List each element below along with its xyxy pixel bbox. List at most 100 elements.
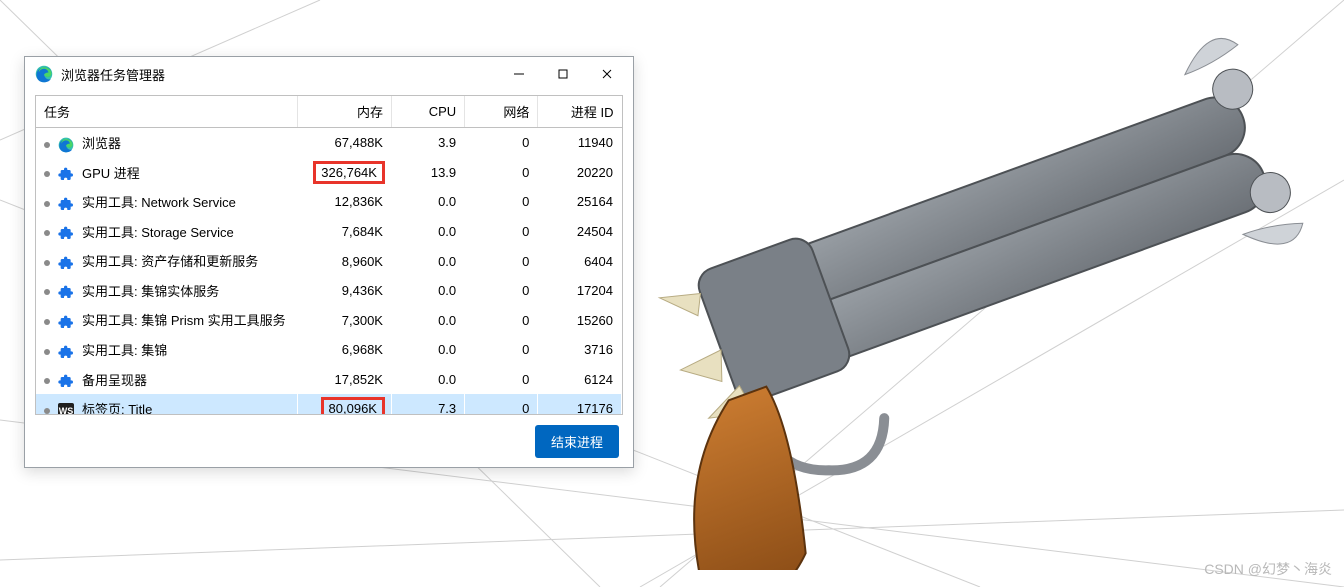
cell-network: 0 bbox=[465, 335, 538, 365]
col-network[interactable]: 网络 bbox=[465, 96, 538, 128]
bullet-icon bbox=[44, 319, 50, 325]
col-cpu[interactable]: CPU bbox=[391, 96, 464, 128]
process-name: 实用工具: 集锦实体服务 bbox=[82, 284, 219, 299]
table-row[interactable]: 实用工具: Network Service12,836K0.0025164 bbox=[36, 187, 622, 217]
cell-pid: 20220 bbox=[538, 158, 622, 188]
cell-network: 0 bbox=[465, 394, 538, 415]
memory-value: 6,968K bbox=[342, 342, 383, 357]
cell-memory: 7,684K bbox=[297, 217, 391, 247]
cell-cpu: 3.9 bbox=[391, 128, 464, 158]
cell-task: 实用工具: 资产存储和更新服务 bbox=[36, 246, 297, 276]
col-memory[interactable]: 内存 bbox=[297, 96, 391, 128]
cell-pid: 17204 bbox=[538, 276, 622, 306]
cell-memory: 12,836K bbox=[297, 187, 391, 217]
table-row[interactable]: 备用呈现器 17,852K0.006124 bbox=[36, 365, 622, 395]
memory-value: 9,436K bbox=[342, 283, 383, 298]
cell-memory: 326,764K bbox=[297, 158, 391, 188]
extension-icon bbox=[58, 344, 74, 360]
extension-icon bbox=[58, 196, 74, 212]
table-row[interactable]: 实用工具: Storage Service 7,684K 0.0024504 bbox=[36, 217, 622, 247]
extension-icon bbox=[58, 255, 74, 271]
window-title: 浏览器任务管理器 bbox=[61, 65, 497, 84]
webstorm-icon: WS bbox=[58, 403, 74, 415]
maximize-button[interactable] bbox=[541, 59, 585, 89]
cell-pid: 24504 bbox=[538, 217, 622, 247]
titlebar[interactable]: 浏览器任务管理器 bbox=[25, 57, 633, 91]
cell-task: WS标签页: Title bbox=[36, 394, 297, 415]
cell-memory: 6,968K bbox=[297, 335, 391, 365]
memory-value: 7,684K bbox=[342, 224, 383, 239]
cell-cpu: 0.0 bbox=[391, 335, 464, 365]
cell-network: 0 bbox=[465, 217, 538, 247]
memory-value: 326,764K bbox=[315, 163, 383, 182]
process-name: 实用工具: 资产存储和更新服务 bbox=[82, 254, 258, 269]
cell-pid: 3716 bbox=[538, 335, 622, 365]
end-process-button[interactable]: 结束进程 bbox=[535, 425, 619, 458]
edge-icon bbox=[58, 137, 74, 153]
cell-cpu: 0.0 bbox=[391, 365, 464, 395]
cell-memory: 9,436K bbox=[297, 276, 391, 306]
browser-task-manager-window: 浏览器任务管理器 任务 内存 CPU 网络 进程 ID 浏览器 67,488K 3.… bbox=[24, 56, 634, 468]
cell-memory: 7,300K bbox=[297, 305, 391, 335]
bullet-icon bbox=[44, 378, 50, 384]
process-name: 备用呈现器 bbox=[82, 373, 147, 388]
process-name: 实用工具: 集锦 Prism 实用工具服务 bbox=[82, 313, 286, 328]
cell-pid: 6404 bbox=[538, 246, 622, 276]
cell-cpu: 0.0 bbox=[391, 246, 464, 276]
process-table-container: 任务 内存 CPU 网络 进程 ID 浏览器67,488K3.9011940GP… bbox=[35, 95, 623, 415]
cell-task: GPU 进程 bbox=[36, 158, 297, 188]
cell-memory: 67,488K bbox=[297, 128, 391, 158]
cell-network: 0 bbox=[465, 187, 538, 217]
cell-pid: 6124 bbox=[538, 365, 622, 395]
memory-value: 67,488K bbox=[335, 135, 383, 150]
cell-task: 实用工具: 集锦 Prism 实用工具服务 bbox=[36, 305, 297, 335]
table-row[interactable]: GPU 进程326,764K13.9020220 bbox=[36, 158, 622, 188]
3d-model-pistol bbox=[584, 10, 1304, 570]
memory-value: 7,300K bbox=[342, 313, 383, 328]
table-row[interactable]: 实用工具: 集锦 Prism 实用工具服务 7,300K 0.0015260 bbox=[36, 305, 622, 335]
cell-task: 实用工具: 集锦 bbox=[36, 335, 297, 365]
bullet-icon bbox=[44, 230, 50, 236]
cell-network: 0 bbox=[465, 158, 538, 188]
bullet-icon bbox=[44, 171, 50, 177]
cell-network: 0 bbox=[465, 365, 538, 395]
process-name: 实用工具: Storage Service bbox=[82, 225, 234, 240]
extension-icon bbox=[58, 314, 74, 330]
bullet-icon bbox=[44, 142, 50, 148]
cell-task: 浏览器 bbox=[36, 128, 297, 158]
minimize-button[interactable] bbox=[497, 59, 541, 89]
cell-pid: 17176 bbox=[538, 394, 622, 415]
process-name: 实用工具: 集锦 bbox=[82, 343, 167, 358]
watermark: CSDN @幻梦丶海炎 bbox=[1204, 559, 1332, 579]
table-row[interactable]: 实用工具: 资产存储和更新服务8,960K0.006404 bbox=[36, 246, 622, 276]
window-footer: 结束进程 bbox=[25, 415, 633, 467]
cell-memory: 8,960K bbox=[297, 246, 391, 276]
cell-network: 0 bbox=[465, 305, 538, 335]
extension-icon bbox=[58, 225, 74, 241]
process-table: 任务 内存 CPU 网络 进程 ID 浏览器67,488K3.9011940GP… bbox=[36, 96, 622, 415]
col-pid[interactable]: 进程 ID bbox=[538, 96, 622, 128]
extension-icon bbox=[58, 284, 74, 300]
memory-value: 12,836K bbox=[335, 194, 383, 209]
cell-cpu: 0.0 bbox=[391, 305, 464, 335]
table-row[interactable]: 浏览器67,488K3.9011940 bbox=[36, 128, 622, 158]
cell-memory: 80,096K bbox=[297, 394, 391, 415]
table-row[interactable]: 实用工具: 集锦 6,968K 0.003716 bbox=[36, 335, 622, 365]
bullet-icon bbox=[44, 289, 50, 295]
memory-value: 8,960K bbox=[342, 254, 383, 269]
cell-task: 实用工具: Storage Service bbox=[36, 217, 297, 247]
table-row[interactable]: 实用工具: 集锦实体服务9,436K0.0017204 bbox=[36, 276, 622, 306]
table-header-row[interactable]: 任务 内存 CPU 网络 进程 ID bbox=[36, 96, 622, 128]
cell-pid: 25164 bbox=[538, 187, 622, 217]
col-task[interactable]: 任务 bbox=[36, 96, 297, 128]
cell-cpu: 0.0 bbox=[391, 217, 464, 247]
cell-memory: 17,852K bbox=[297, 365, 391, 395]
edge-icon bbox=[35, 65, 53, 83]
close-button[interactable] bbox=[585, 59, 629, 89]
memory-value: 80,096K bbox=[323, 399, 383, 415]
table-row[interactable]: WS标签页: Title80,096K7.3017176 bbox=[36, 394, 622, 415]
cell-task: 备用呈现器 bbox=[36, 365, 297, 395]
cell-task: 实用工具: Network Service bbox=[36, 187, 297, 217]
cell-pid: 15260 bbox=[538, 305, 622, 335]
bullet-icon bbox=[44, 201, 50, 207]
